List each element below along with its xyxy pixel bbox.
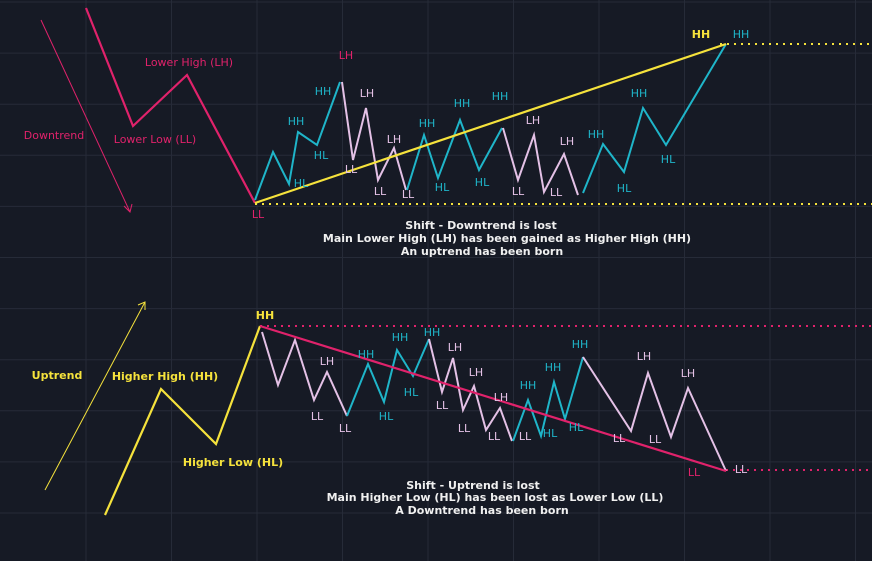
uptrend-arrow	[44, 301, 146, 491]
pivot-labels: LL HH HH HL HL LH LH LL LH LL LL HH HH HH HL HL LH LH LL LL…	[252, 28, 749, 479]
bottom-pivot-label-ll: LL	[688, 466, 701, 479]
bottom-pivot-label-ll: LL	[436, 399, 449, 412]
top-note-line-1: Shift - Downtrend is lost	[405, 219, 556, 232]
top-pivot-label-lh: LH	[560, 135, 574, 148]
price-structure	[40, 7, 872, 516]
top-pivot-label-hl: HL	[661, 153, 676, 166]
uptrend-leg	[103, 325, 262, 516]
top-pivot-label-ll: LL	[550, 186, 563, 199]
uptrend-label: Uptrend	[32, 369, 83, 382]
arrow-head-icon	[137, 301, 146, 310]
bottom-pivot-label-ll: LL	[488, 430, 501, 443]
top-note-line-3: An uptrend has been born	[401, 245, 563, 258]
bottom-pivot-label-hl: HL	[404, 386, 419, 399]
bottom-pivot-label-lh: LH	[494, 391, 508, 404]
higher-high-label: Higher High (HH)	[112, 370, 218, 383]
bottom-pivot-label-hh: HH	[256, 309, 274, 322]
lower-low-leg	[428, 338, 513, 442]
downtrend-trendline	[259, 324, 727, 473]
top-pivot-label-hl: HL	[617, 182, 632, 195]
bottom-note-line-1: Shift - Uptrend is lost	[406, 479, 540, 492]
top-pivot-label-hl: HL	[314, 149, 329, 162]
top-pivot-label-hh: HH	[492, 90, 509, 103]
higher-high-leg	[254, 81, 341, 201]
top-pivot-label-ll: LL	[402, 188, 415, 201]
top-pivot-label-hh: HH	[454, 97, 471, 110]
uptrend-trendline	[254, 42, 727, 205]
bottom-pivot-label-hh: HH	[392, 331, 409, 344]
downtrend-label: Downtrend	[24, 129, 84, 142]
arrow-head-icon	[123, 203, 133, 213]
top-pivot-label-lh: LH	[360, 87, 374, 100]
top-pivot-label-hl: HL	[294, 177, 309, 190]
bottom-pivot-label-hh: HH	[572, 338, 589, 351]
top-pivot-label-hh: HH	[733, 28, 750, 41]
lower-high-leg	[502, 127, 579, 196]
bottom-pivot-label-hl: HL	[569, 421, 584, 434]
lower-low-leg	[261, 331, 348, 417]
top-pivot-label-hh: HH	[419, 117, 436, 130]
lower-low-leg	[582, 356, 727, 472]
bottom-note-line-2: Main Higher Low (HL) has been lost as Lo…	[327, 491, 664, 504]
top-pivot-label-hh: HH	[288, 115, 305, 128]
top-pivot-label-ll: LL	[345, 163, 358, 176]
top-pivot-label-lh: LH	[339, 49, 353, 62]
top-pivot-label-hh: HH	[315, 85, 332, 98]
bottom-pivot-label-ll: LL	[311, 410, 324, 423]
bottom-pivot-label-hh: HH	[545, 361, 562, 374]
bottom-pivot-label-ll: LL	[458, 422, 471, 435]
bottom-pivot-label-hh: HH	[358, 348, 375, 361]
bottom-pivot-label-ll: LL	[519, 430, 532, 443]
downtrend-leg	[84, 7, 256, 204]
bottom-pivot-label-ll: LL	[613, 432, 626, 445]
bottom-pivot-label-ll: LL	[649, 433, 662, 446]
top-pivot-label-lh: LH	[526, 114, 540, 127]
higher-low-label: Higher Low (HL)	[183, 456, 283, 469]
top-pivot-label-ll: LL	[512, 185, 525, 198]
top-pivot-label-ll: LL	[374, 185, 387, 198]
bottom-pivot-label-hl: HL	[543, 427, 558, 440]
bottom-note-line-3: A Downtrend has been born	[395, 504, 568, 517]
higher-high-leg	[512, 356, 584, 442]
top-pivot-label-hh: HH	[631, 87, 648, 100]
bottom-pivot-label-hl: HL	[379, 410, 394, 423]
bottom-pivot-label-lh: LH	[637, 350, 651, 363]
lower-low-label: Lower Low (LL)	[114, 133, 196, 146]
higher-high-leg	[582, 43, 727, 194]
higher-high-leg	[346, 338, 430, 417]
bottom-pivot-label-lh: LH	[320, 355, 334, 368]
downtrend-arrow	[40, 19, 131, 213]
bottom-pivot-label-hh: HH	[520, 379, 537, 392]
bottom-pivot-label-hh: HH	[424, 326, 441, 339]
top-pivot-label-lh: LH	[387, 133, 401, 146]
lower-high-label: Lower High (LH)	[145, 56, 233, 69]
bottom-pivot-label-lh: LH	[681, 367, 695, 380]
bottom-pivot-label-ll: LL	[339, 422, 352, 435]
bottom-pivot-label-lh: LH	[448, 341, 462, 354]
top-pivot-label-hl: HL	[435, 181, 450, 194]
top-note-line-2: Main Lower High (LH) has been gained as …	[323, 232, 691, 245]
top-pivot-label-hh: HH	[588, 128, 605, 141]
top-pivot-label-hl: HL	[475, 176, 490, 189]
top-pivot-label-hh: HH	[692, 28, 710, 41]
higher-high-leg	[406, 117, 503, 191]
top-pivot-label-ll: LL	[252, 208, 265, 221]
bottom-pivot-label-ll: LL	[735, 463, 748, 476]
bottom-pivot-label-lh: LH	[469, 366, 483, 379]
